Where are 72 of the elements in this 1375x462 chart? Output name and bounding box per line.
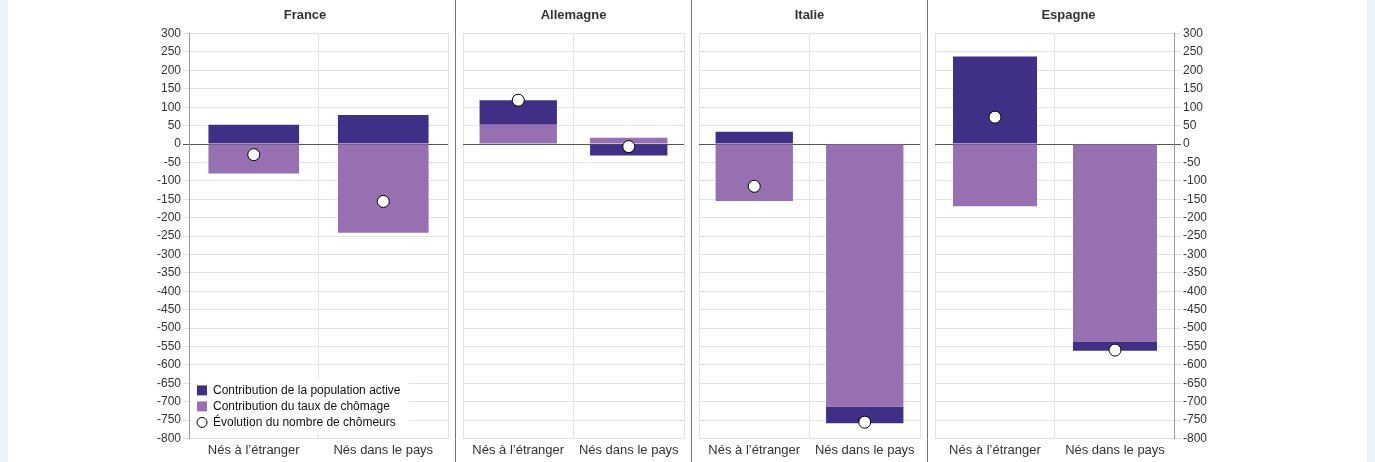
bar <box>590 137 668 144</box>
y-tick-label: 300 <box>160 25 182 40</box>
x-tick-label: Nés dans le pays <box>578 441 680 457</box>
chart-title: Allemagne <box>540 7 607 23</box>
x-tick-label: Nés à l’étranger <box>207 441 301 457</box>
y-tick-label: -350 <box>156 265 182 280</box>
y-tick-label: -600 <box>156 357 182 372</box>
y2-tick-label: -800 <box>1182 430 1208 445</box>
y2-tick-label: -650 <box>1182 375 1208 390</box>
y2-tick-label: -250 <box>1182 228 1208 243</box>
bar <box>208 124 300 144</box>
y-tick-label: 200 <box>160 62 182 77</box>
y-tick-label: -50 <box>163 154 182 169</box>
y2-tick-label: -100 <box>1182 173 1208 188</box>
x-tick-label: Nés à l’étranger <box>708 441 801 457</box>
y2-tick-label: -200 <box>1182 209 1208 224</box>
y-tick-label: -150 <box>156 191 182 206</box>
y-tick-label: -700 <box>156 393 182 408</box>
chart-title: Espagne <box>1041 7 1096 23</box>
legend-label: Contribution du taux de chômage <box>213 398 391 413</box>
x-tick-label: Nés à l’étranger <box>949 441 1042 457</box>
y-tick-label: -550 <box>156 338 182 353</box>
bar <box>953 144 1037 207</box>
chart-title: France <box>283 7 327 23</box>
y-tick-label: -650 <box>156 375 182 390</box>
y-tick-label: -400 <box>156 283 182 298</box>
y2-tick-label: 100 <box>1182 99 1204 114</box>
y-tick-label: -750 <box>156 412 182 427</box>
legend-label: Contribution de la population active <box>213 382 401 397</box>
y-tick-label: 250 <box>160 44 182 59</box>
bar <box>953 56 1037 144</box>
x-tick-label: Nés à l’étranger <box>472 441 565 457</box>
bar <box>337 144 429 233</box>
bar <box>1072 144 1157 342</box>
y2-tick-label: 150 <box>1182 81 1204 96</box>
legend-label: Évolution du nombre de chômeurs <box>213 413 396 429</box>
y2-tick-label: -500 <box>1182 320 1208 335</box>
y2-tick-label: 0 <box>1182 136 1190 151</box>
chart-title: Italie <box>794 7 825 23</box>
y2-tick-label: -400 <box>1182 283 1208 298</box>
y2-tick-label: 300 <box>1182 25 1204 40</box>
bar <box>208 144 300 174</box>
y2-tick-label: 200 <box>1182 62 1204 77</box>
y2-tick-label: -750 <box>1182 412 1208 427</box>
bar <box>479 100 557 125</box>
y-tick-label: -200 <box>156 209 182 224</box>
x-tick-label: Nés dans le pays <box>814 441 916 457</box>
y-tick-label: -500 <box>156 320 182 335</box>
y2-tick-label: 250 <box>1182 44 1204 59</box>
y2-tick-label: -300 <box>1182 246 1208 261</box>
y2-tick-label: 50 <box>1182 117 1197 132</box>
x-tick-label: Nés dans le pays <box>1065 441 1166 457</box>
y-tick-label: 50 <box>167 117 182 132</box>
y-tick-label: -100 <box>156 173 182 188</box>
y2-tick-label: -600 <box>1182 357 1208 372</box>
y-tick-label: 0 <box>174 136 182 151</box>
y-tick-label: 150 <box>160 81 182 96</box>
bar <box>479 124 557 144</box>
y2-tick-label: -700 <box>1182 393 1208 408</box>
y-tick-label: -450 <box>156 301 182 316</box>
bar <box>1072 341 1157 351</box>
y2-tick-label: -150 <box>1182 191 1208 206</box>
y2-tick-label: -350 <box>1182 265 1208 280</box>
y2-tick-label: -450 <box>1182 301 1208 316</box>
y-tick-label: 100 <box>160 99 182 114</box>
x-tick-label: Nés dans le pays <box>333 441 434 457</box>
y-tick-label: -800 <box>156 430 182 445</box>
y-tick-label: -300 <box>156 246 182 261</box>
y-tick-label: -250 <box>156 228 182 243</box>
y2-tick-label: -50 <box>1182 154 1201 169</box>
bar <box>337 114 429 144</box>
y2-tick-label: -550 <box>1182 338 1208 353</box>
